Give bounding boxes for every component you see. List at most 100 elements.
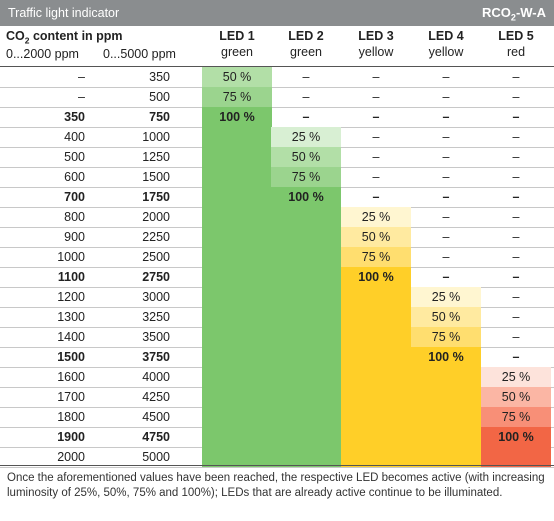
ppm-5000-value: 5000 (142, 450, 170, 464)
ppm-2000-value: 2000 (57, 450, 85, 464)
led3-cell: – (372, 90, 380, 104)
led5-cell: – (512, 210, 520, 224)
table-row: 1200 3000 25 % – (0, 287, 554, 308)
led4-cell: – (442, 70, 450, 84)
ppm-5000-value: 3750 (142, 350, 170, 364)
led2-cell (271, 287, 341, 307)
model-name: RCO2-W-A (482, 5, 546, 23)
ppm-2000-value: 1100 (57, 270, 85, 284)
led3-cell (341, 427, 411, 447)
led3-cell: – (372, 170, 380, 184)
led5-cell: – (512, 170, 520, 184)
led2-cell (271, 227, 341, 247)
table-row: 1000 2500 75 % – – (0, 247, 554, 268)
led1-cell (202, 187, 272, 207)
led5-cell: – (512, 110, 520, 124)
led1-cell (202, 127, 272, 147)
ppm-2000-value: 1400 (57, 330, 85, 344)
led4-cell: – (442, 170, 450, 184)
ppm-5000-value: 1000 (142, 130, 170, 144)
led2-cell (271, 447, 341, 467)
led5-cell: 75 % (481, 407, 551, 427)
led5-cell (481, 447, 551, 467)
led4-cell: 75 % (411, 327, 481, 347)
led5-cell: – (512, 190, 520, 204)
led2-cell: 25 % (271, 127, 341, 147)
ppm-5000-value: 4000 (142, 370, 170, 384)
led4-cell (411, 407, 481, 427)
led2-cell (271, 347, 341, 367)
led3-cell (341, 327, 411, 347)
led5-cell: – (512, 150, 520, 164)
ppm-2000-value: 1800 (57, 410, 85, 424)
led3-cell: – (372, 130, 380, 144)
led4-heading: LED 4 yellow (428, 29, 464, 59)
led3-cell: – (372, 70, 380, 84)
ppm-5000-value: 3000 (142, 290, 170, 304)
led1-cell (202, 147, 272, 167)
led3-cell (341, 387, 411, 407)
led2-cell: 100 % (271, 187, 341, 207)
ppm-2000-value: 1900 (57, 430, 85, 444)
ppm-5000-value: 2250 (142, 230, 170, 244)
led1-cell (202, 427, 272, 447)
table-row: 1400 3500 75 % – (0, 327, 554, 348)
led2-cell: – (302, 110, 310, 124)
ppm-2000-value: 600 (64, 170, 85, 184)
ppm-2000-value: 500 (64, 150, 85, 164)
table-row: 1600 4000 25 % (0, 367, 554, 388)
led3-cell: – (372, 190, 380, 204)
ppm-5000-value: 1750 (142, 190, 170, 204)
led1-cell (202, 307, 272, 327)
led1-heading: LED 1 green (219, 29, 255, 59)
table-row: 350 750 100 % – – – – (0, 107, 554, 128)
led4-cell (411, 447, 481, 467)
led5-cell: – (512, 330, 520, 344)
led2-cell (271, 407, 341, 427)
table-row: 1100 2750 100 % – – (0, 267, 554, 288)
table-row: 600 1500 75 % – – – (0, 167, 554, 188)
ppm-5000-value: 4750 (142, 430, 170, 444)
ppm-5000-value: 2500 (142, 250, 170, 264)
led1-cell (202, 367, 272, 387)
led1-cell: 75 % (202, 87, 272, 107)
led3-cell: 25 % (341, 207, 411, 227)
led5-cell: – (512, 310, 520, 324)
led5-cell: – (512, 130, 520, 144)
led1-cell (202, 407, 272, 427)
led1-cell: 100 % (202, 107, 272, 127)
ppm-5000-value: 350 (149, 70, 170, 84)
ppm-2000-value: 800 (64, 210, 85, 224)
led4-cell: – (442, 250, 450, 264)
ppm-5000-value: 500 (149, 90, 170, 104)
table-row: 2000 5000 (0, 447, 554, 468)
led2-cell (271, 267, 341, 287)
led3-heading: LED 3 yellow (358, 29, 394, 59)
ppm-2000-value: 400 (64, 130, 85, 144)
led3-cell: – (372, 150, 380, 164)
ppm-5000-value: 1500 (142, 170, 170, 184)
led4-cell: – (442, 150, 450, 164)
led4-cell: – (442, 230, 450, 244)
led3-cell: 50 % (341, 227, 411, 247)
table-row: 900 2250 50 % – – (0, 227, 554, 248)
led3-cell (341, 347, 411, 367)
ppm-2000-value: 1500 (57, 350, 85, 364)
ppm-2000-value: 1000 (57, 250, 85, 264)
led4-cell: 50 % (411, 307, 481, 327)
led3-cell (341, 367, 411, 387)
range-2000-heading: 0...2000 ppm (6, 47, 79, 61)
table-row: 1300 3250 50 % – (0, 307, 554, 328)
led5-cell: – (512, 230, 520, 244)
ppm-2000-value: 900 (64, 230, 85, 244)
led5-cell: – (512, 70, 520, 84)
ppm-2000-value: 1600 (57, 370, 85, 384)
led5-cell: – (512, 290, 520, 304)
led2-cell: – (302, 90, 310, 104)
ppm-5000-value: 4500 (142, 410, 170, 424)
led5-cell: – (512, 250, 520, 264)
led2-cell (271, 387, 341, 407)
led3-cell: 100 % (341, 267, 411, 287)
table-row: 1700 4250 50 % (0, 387, 554, 408)
led1-cell (202, 287, 272, 307)
